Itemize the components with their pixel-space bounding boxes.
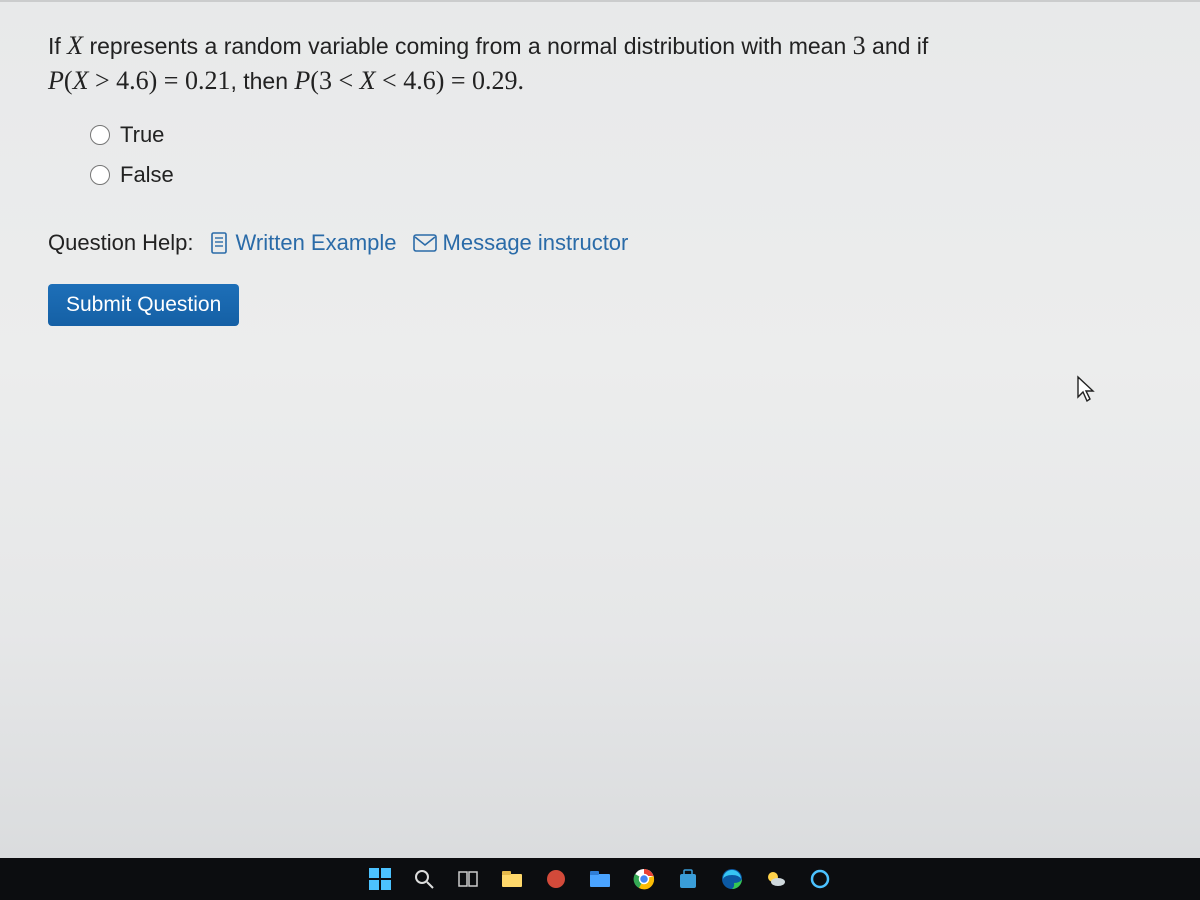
choice-true[interactable]: True: [90, 122, 1152, 148]
prob1-var: X: [73, 66, 89, 95]
choice-true-label: True: [120, 122, 164, 148]
search-icon[interactable]: [412, 867, 436, 891]
prob1-close: ): [149, 66, 158, 95]
prob2-eq: =: [444, 66, 472, 95]
prob1-open: (: [64, 66, 73, 95]
prob2-open: (: [310, 66, 319, 95]
question-help-label: Question Help:: [48, 230, 194, 256]
prob1-P: P: [48, 66, 64, 95]
cortana-icon[interactable]: [808, 867, 832, 891]
text-prefix: If: [48, 33, 67, 59]
prob2-lt1: <: [332, 66, 360, 95]
text-seg3: , then: [230, 68, 294, 94]
question-text: If X represents a random variable coming…: [48, 28, 1152, 98]
prob2-var: X: [360, 66, 376, 95]
prob2-rhs: 0.29: [472, 66, 518, 95]
submit-button[interactable]: Submit Question: [48, 284, 239, 326]
var-X-1: X: [67, 31, 83, 60]
choice-false[interactable]: False: [90, 162, 1152, 188]
question-help-row: Question Help: Written Example Message i…: [48, 230, 1152, 256]
file-explorer-icon[interactable]: [500, 867, 524, 891]
submit-button-label: Submit Question: [66, 293, 221, 316]
app-red-icon[interactable]: [544, 867, 568, 891]
choices-group: True False: [48, 122, 1152, 188]
radio-true[interactable]: [90, 125, 110, 145]
message-instructor-link[interactable]: Message instructor: [413, 230, 629, 256]
document-icon: [210, 232, 230, 254]
text-seg1: represents a random variable coming from…: [83, 33, 853, 59]
prob1-op: >: [88, 66, 116, 95]
windows-start-icon[interactable]: [368, 867, 392, 891]
prob2-upper: 4.6: [403, 66, 436, 95]
store-icon[interactable]: [676, 867, 700, 891]
prob2-P: P: [294, 66, 310, 95]
weather-icon[interactable]: [764, 867, 788, 891]
task-view-icon[interactable]: [456, 867, 480, 891]
text-seg2: and if: [866, 33, 929, 59]
prob1-rhs: 0.21: [185, 66, 231, 95]
choice-false-label: False: [120, 162, 174, 188]
prob2-lt2: <: [376, 66, 404, 95]
windows-taskbar: [0, 858, 1200, 900]
period: .: [518, 66, 525, 95]
written-example-link[interactable]: Written Example: [210, 230, 397, 256]
edge-icon[interactable]: [720, 867, 744, 891]
message-instructor-text: Message instructor: [443, 230, 629, 256]
radio-false[interactable]: [90, 165, 110, 185]
app-folder-icon[interactable]: [588, 867, 612, 891]
prob1-eq: =: [157, 66, 185, 95]
question-panel: If X represents a random variable coming…: [0, 0, 1200, 326]
chrome-icon[interactable]: [632, 867, 656, 891]
prob2-lower: 3: [319, 66, 332, 95]
prob1-bound: 4.6: [116, 66, 149, 95]
mean-value: 3: [853, 31, 866, 60]
top-divider: [0, 0, 1200, 2]
mouse-cursor-icon: [1075, 375, 1099, 405]
written-example-text: Written Example: [236, 230, 397, 256]
envelope-icon: [413, 234, 437, 252]
